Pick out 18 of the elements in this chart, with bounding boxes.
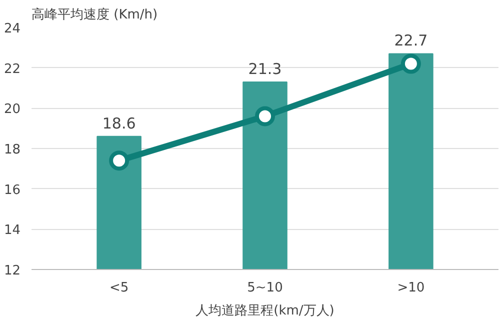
y-tick-label: 22 bbox=[4, 62, 21, 77]
data-label: 21.3 bbox=[248, 60, 282, 78]
data-label: 18.6 bbox=[102, 114, 136, 132]
y-tick-label: 12 bbox=[4, 264, 21, 278]
x-axis-title: 人均道路里程(km/万人) bbox=[196, 304, 334, 318]
y-tick-label: 14 bbox=[4, 223, 21, 238]
y-tick-label: 18 bbox=[4, 142, 21, 158]
point bbox=[109, 150, 130, 171]
point bbox=[400, 54, 421, 74]
x-tick-label: <5 bbox=[109, 280, 129, 296]
point bbox=[255, 106, 275, 126]
y-tick-label: 24 bbox=[4, 22, 21, 36]
x-tick-label: >10 bbox=[397, 280, 425, 296]
y-tick-label: 16 bbox=[4, 182, 21, 198]
data-label: 22.7 bbox=[394, 32, 428, 50]
x-tick-label: 5~10 bbox=[247, 280, 283, 296]
y-tick-label: 20 bbox=[4, 102, 21, 118]
chart-title: 高峰平均速度 (Km/h) bbox=[32, 6, 158, 22]
